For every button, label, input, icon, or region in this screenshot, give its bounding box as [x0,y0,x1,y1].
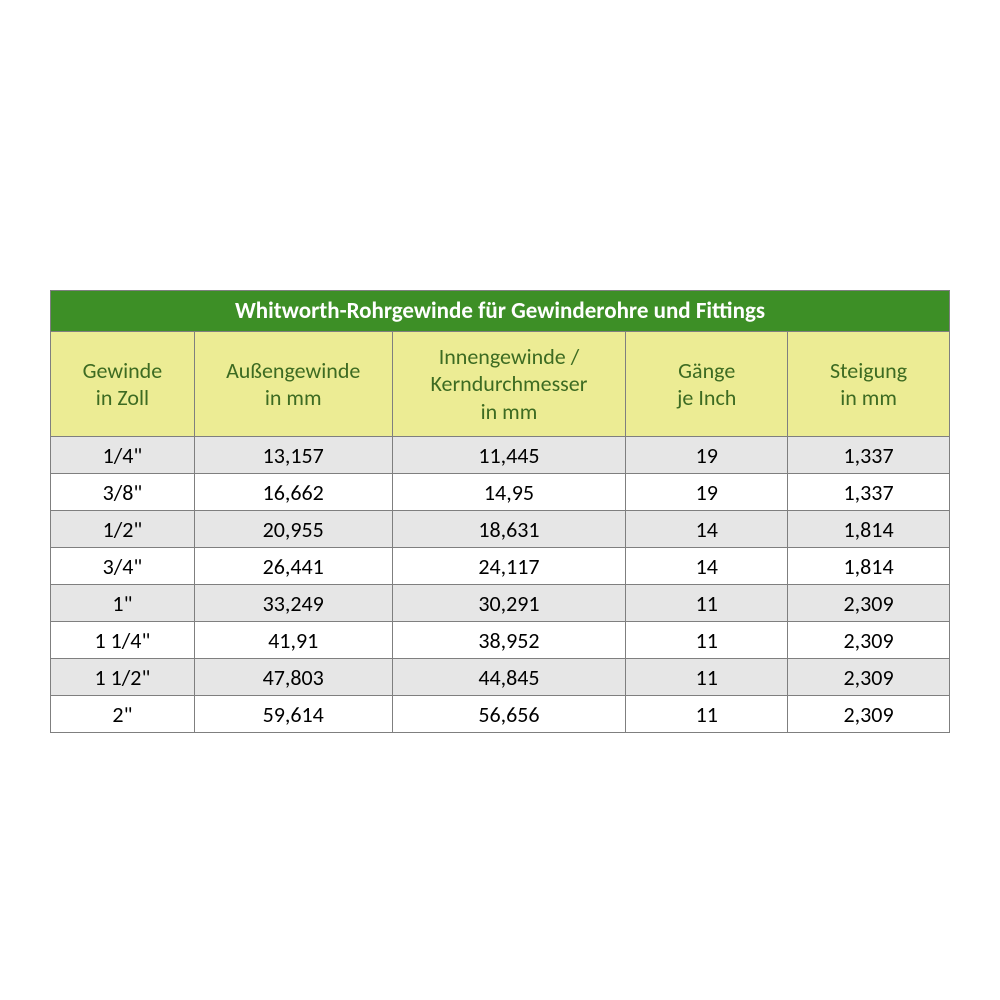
table-header-row: Gewinde in Zoll Außengewinde in mm Innen… [51,332,950,437]
cell-steigung: 1,814 [788,511,950,548]
col-header-line: Steigung [830,357,907,384]
cell-gaenge: 14 [626,548,788,585]
cell-steigung: 2,309 [788,622,950,659]
cell-gaenge: 11 [626,585,788,622]
cell-aussen: 26,441 [194,548,392,585]
cell-gewinde: 3/8" [51,474,195,511]
col-header-line: Gänge [678,357,735,384]
cell-aussen: 20,955 [194,511,392,548]
cell-gaenge: 11 [626,659,788,696]
cell-steigung: 2,309 [788,585,950,622]
cell-steigung: 1,814 [788,548,950,585]
cell-aussen: 41,91 [194,622,392,659]
cell-innen: 24,117 [392,548,626,585]
col-header-line: Kerndurchmesser [431,370,588,397]
table-title-row: Whitworth-Rohrgewinde für Gewinderohre u… [51,291,950,332]
cell-innen: 18,631 [392,511,626,548]
col-header-aussengewinde: Außengewinde in mm [194,332,392,437]
cell-steigung: 2,309 [788,659,950,696]
table-row: 3/4" 26,441 24,117 14 1,814 [51,548,950,585]
col-header-line: in mm [840,384,897,411]
col-header-gewinde: Gewinde in Zoll [51,332,195,437]
cell-aussen: 13,157 [194,437,392,474]
table-row: 1/2" 20,955 18,631 14 1,814 [51,511,950,548]
cell-innen: 44,845 [392,659,626,696]
cell-innen: 30,291 [392,585,626,622]
cell-gewinde: 1" [51,585,195,622]
cell-steigung: 1,337 [788,474,950,511]
cell-gaenge: 11 [626,696,788,733]
cell-gaenge: 11 [626,622,788,659]
table-row: 1 1/2" 47,803 44,845 11 2,309 [51,659,950,696]
cell-innen: 38,952 [392,622,626,659]
table-title: Whitworth-Rohrgewinde für Gewinderohre u… [51,291,950,332]
col-header-innengewinde: Innengewinde / Kerndurchmesser in mm [392,332,626,437]
col-header-line: Außengewinde [226,357,360,384]
col-header-steigung: Steigung in mm [788,332,950,437]
col-header-line: in mm [481,398,538,425]
cell-gaenge: 19 [626,474,788,511]
table-row: 1" 33,249 30,291 11 2,309 [51,585,950,622]
cell-innen: 56,656 [392,696,626,733]
cell-gewinde: 1 1/4" [51,622,195,659]
col-header-line: in Zoll [96,384,149,411]
col-header-line: Innengewinde / [439,343,580,370]
cell-steigung: 2,309 [788,696,950,733]
col-header-line: je Inch [677,384,736,411]
col-header-gaenge: Gänge je Inch [626,332,788,437]
table-container: Whitworth-Rohrgewinde für Gewinderohre u… [50,290,950,733]
cell-aussen: 59,614 [194,696,392,733]
cell-steigung: 1,337 [788,437,950,474]
table-row: 1/4" 13,157 11,445 19 1,337 [51,437,950,474]
table-row: 3/8" 16,662 14,95 19 1,337 [51,474,950,511]
table-row: 1 1/4" 41,91 38,952 11 2,309 [51,622,950,659]
whitworth-table: Whitworth-Rohrgewinde für Gewinderohre u… [50,290,950,733]
col-header-line: Gewinde [83,357,163,384]
cell-gaenge: 14 [626,511,788,548]
cell-gewinde: 1 1/2" [51,659,195,696]
col-header-line: in mm [265,384,322,411]
cell-gewinde: 1/4" [51,437,195,474]
cell-aussen: 33,249 [194,585,392,622]
cell-gaenge: 19 [626,437,788,474]
cell-gewinde: 1/2" [51,511,195,548]
cell-aussen: 47,803 [194,659,392,696]
table-row: 2" 59,614 56,656 11 2,309 [51,696,950,733]
cell-innen: 14,95 [392,474,626,511]
cell-gewinde: 3/4" [51,548,195,585]
cell-innen: 11,445 [392,437,626,474]
table-body: 1/4" 13,157 11,445 19 1,337 3/8" 16,662 … [51,437,950,733]
cell-aussen: 16,662 [194,474,392,511]
cell-gewinde: 2" [51,696,195,733]
